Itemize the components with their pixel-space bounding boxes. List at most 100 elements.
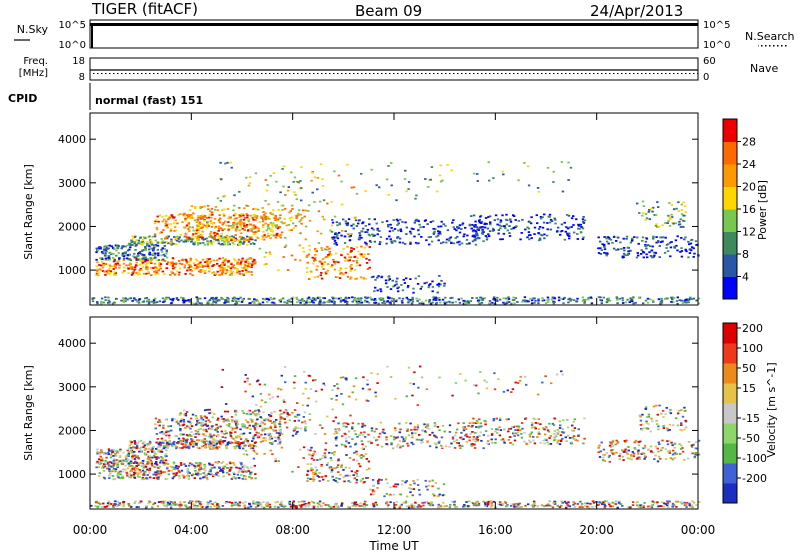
range-gate-cell: [190, 463, 194, 466]
range-gate-cell: [150, 461, 153, 463]
range-gate-cell: [321, 185, 325, 187]
range-gate-cell: [194, 236, 198, 238]
range-gate-cell: [112, 459, 116, 462]
range-gate-cell: [224, 436, 227, 439]
range-gate-cell: [471, 224, 474, 226]
range-gate-cell: [391, 279, 394, 282]
range-gate-cell: [222, 471, 225, 474]
range-gate-cell: [215, 239, 218, 241]
range-gate-cell: [208, 435, 211, 438]
range-gate-cell: [187, 299, 190, 302]
range-gate-cell: [354, 269, 357, 271]
range-gate-cell: [441, 298, 445, 301]
range-gate-cell: [116, 451, 119, 454]
range-gate-cell: [279, 418, 282, 421]
range-gate-cell: [200, 235, 203, 238]
range-gate-cell: [683, 410, 687, 412]
range-gate-cell: [360, 440, 363, 443]
range-gate-cell: [266, 216, 269, 218]
range-gate-cell: [162, 442, 165, 444]
range-gate-cell: [543, 237, 546, 240]
range-gate-cell: [411, 436, 414, 439]
range-gate-cell: [336, 234, 339, 237]
range-gate-cell: [112, 464, 115, 467]
range-gate-cell: [360, 454, 363, 456]
range-gate-cell: [238, 470, 241, 472]
range-gate-cell: [428, 434, 432, 436]
range-gate-cell: [354, 216, 357, 219]
range-gate-cell: [133, 469, 137, 472]
range-gate-cell: [378, 297, 381, 300]
range-gate-cell: [214, 461, 217, 464]
range-gate-cell: [118, 257, 121, 260]
range-gate-cell: [525, 300, 529, 303]
range-gate-cell: [209, 469, 212, 471]
range-gate-cell: [253, 442, 257, 444]
range-gate-cell: [666, 429, 670, 432]
range-gate-cell: [192, 445, 195, 448]
range-gate-cell: [242, 273, 245, 276]
range-gate-cell: [155, 219, 158, 221]
range-gate-cell: [154, 273, 157, 276]
range-gate-cell: [533, 442, 537, 445]
range-gate-cell: [253, 214, 256, 216]
range-gate-cell: [254, 239, 257, 242]
range-gate-cell: [489, 223, 492, 226]
range-gate-cell: [279, 300, 282, 303]
range-gate-cell: [652, 405, 656, 408]
range-gate-cell: [413, 235, 416, 238]
range-gate-cell: [523, 431, 526, 434]
range-gate-cell: [244, 238, 248, 241]
range-gate-cell: [108, 300, 111, 303]
range-gate-cell: [218, 257, 221, 260]
range-gate-cell: [312, 262, 315, 265]
range-gate-cell: [140, 262, 143, 265]
range-gate-cell: [681, 415, 685, 418]
range-gate-cell: [464, 226, 467, 229]
range-gate-cell: [334, 233, 337, 236]
range-gate-cell: [553, 432, 556, 435]
range-gate-cell: [152, 454, 156, 457]
range-gate-cell: [242, 441, 245, 444]
range-gate-cell: [428, 299, 431, 301]
range-gate-cell: [405, 277, 408, 280]
range-gate-cell: [150, 449, 153, 451]
range-gate-cell: [240, 221, 243, 224]
range-gate-cell: [666, 427, 669, 430]
range-gate-cell: [162, 258, 165, 261]
range-gate-cell: [148, 467, 152, 470]
range-gate-cell: [131, 244, 134, 246]
range-gate-cell: [249, 257, 252, 259]
range-gate-cell: [158, 441, 162, 444]
range-gate-cell: [374, 279, 377, 281]
range-gate-cell: [672, 449, 675, 452]
range-gate-cell: [456, 241, 459, 244]
range-gate-cell: [159, 431, 162, 434]
range-gate-cell: [662, 427, 666, 429]
range-gate-cell: [348, 466, 351, 469]
range-gate-cell: [356, 459, 359, 462]
range-gate-cell: [512, 426, 515, 428]
range-gate-cell: [387, 165, 390, 167]
range-gate-cell: [582, 236, 585, 239]
range-gate-cell: [264, 418, 268, 420]
range-gate-cell: [673, 453, 677, 456]
range-gate-cell: [319, 302, 322, 305]
range-gate-cell: [346, 302, 349, 305]
range-gate-cell: [144, 453, 147, 456]
range-gate-cell: [155, 458, 158, 460]
range-gate-cell: [136, 455, 139, 457]
range-gate-cell: [222, 260, 226, 262]
range-gate-cell: [163, 471, 167, 473]
range-gate-cell: [191, 238, 194, 241]
range-gate-cell: [169, 241, 172, 244]
range-gate-cell: [510, 302, 513, 305]
range-gate-cell: [336, 432, 339, 434]
colorbar-tick-label: 28: [742, 136, 756, 149]
range-gate-cell: [186, 411, 189, 413]
range-gate-cell: [184, 443, 187, 446]
range-gate-cell: [664, 458, 668, 460]
range-gate-cell: [254, 473, 257, 475]
range-gate-cell: [209, 473, 212, 476]
range-gate-cell: [146, 474, 149, 476]
